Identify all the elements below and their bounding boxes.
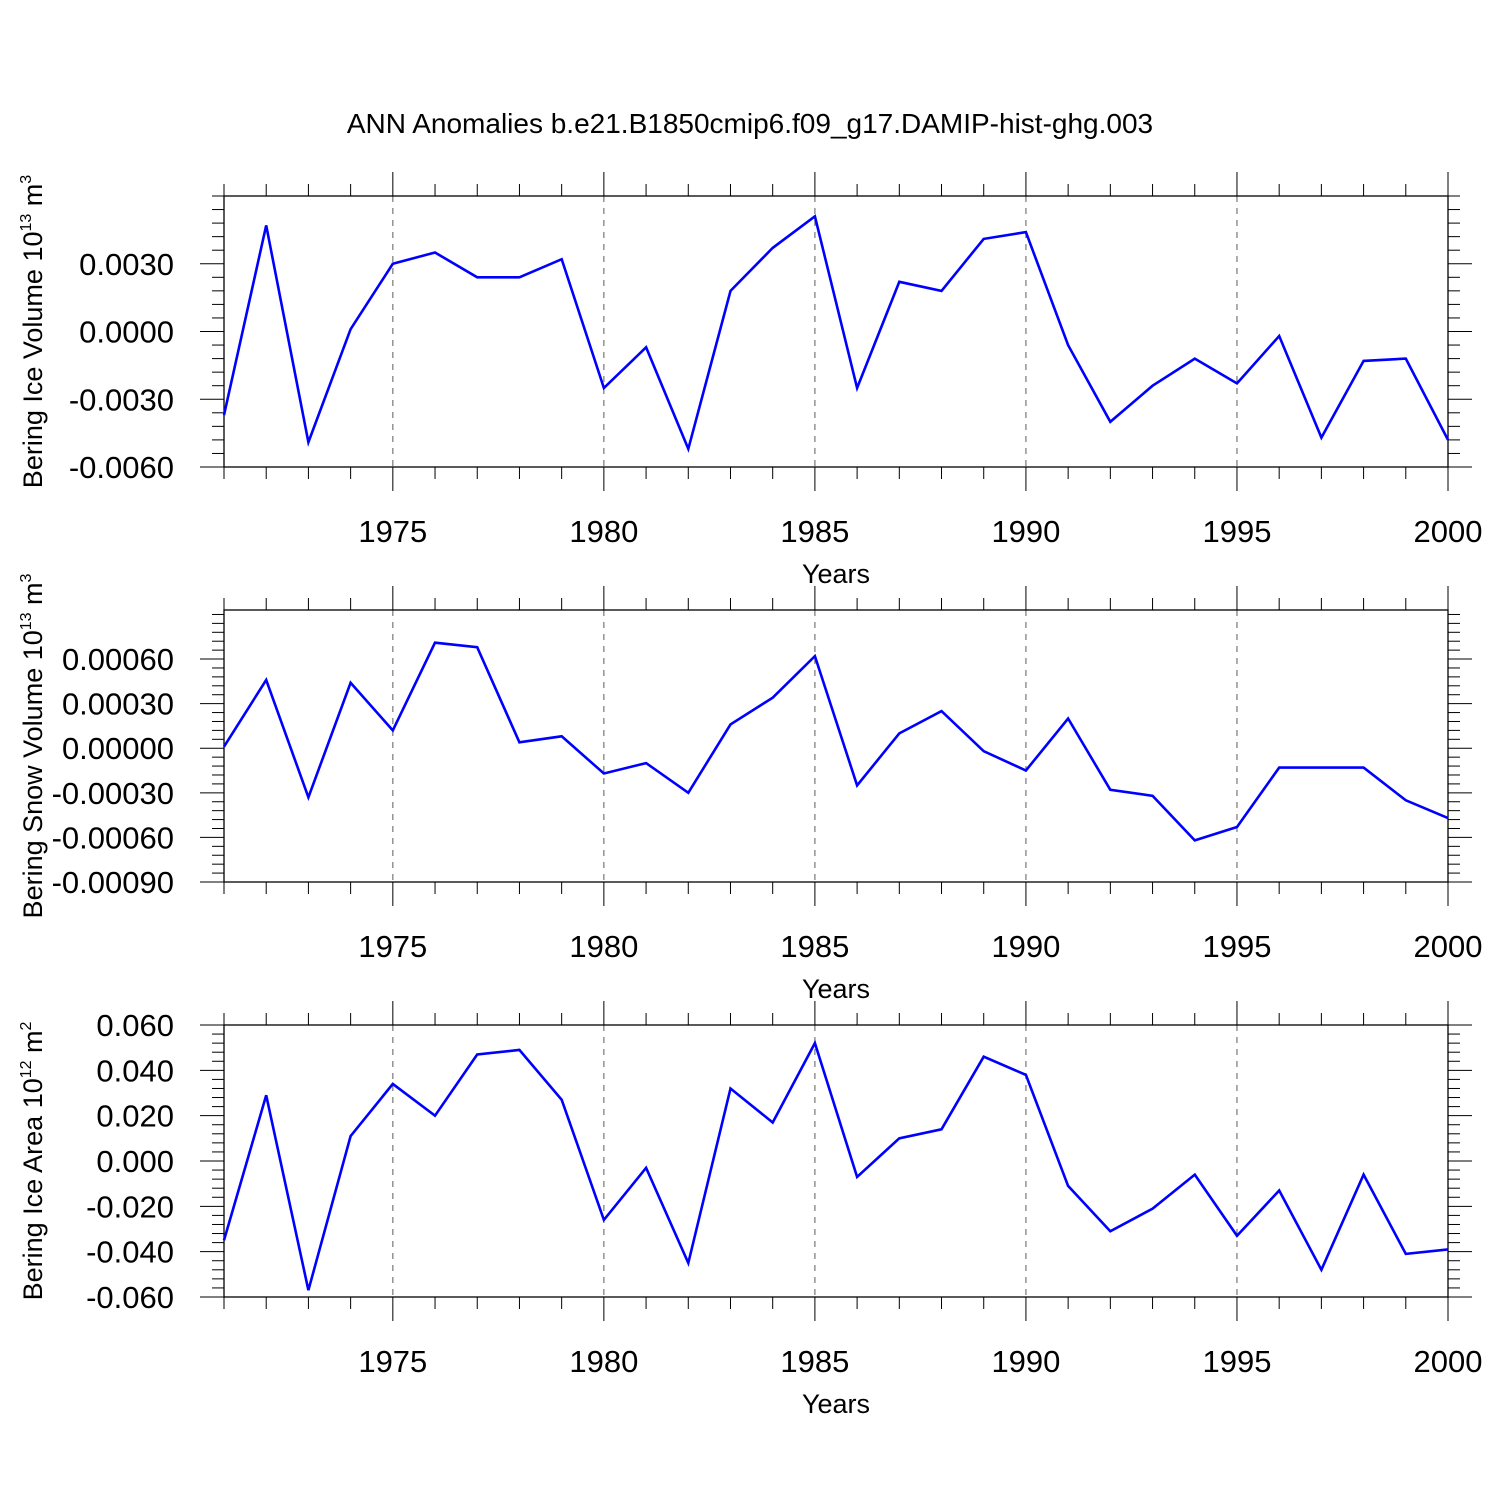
series-line bbox=[222, 214, 1450, 453]
panel-2: 0.00060 0.00030 0.00000 -0.00030 -0.00060 -0.… bbox=[18, 573, 1482, 1004]
y-axis-label: Bering Snow Volume 1013 m3 bbox=[18, 573, 48, 918]
x-tick-label: 1990 bbox=[991, 1344, 1060, 1379]
y-tick-label: 0.00030 bbox=[62, 687, 174, 722]
x-tick-label: 1975 bbox=[358, 929, 427, 964]
plot-frame bbox=[223, 195, 1449, 468]
x-tick-label: 1990 bbox=[991, 929, 1060, 964]
x-tick-label: 1980 bbox=[569, 514, 638, 549]
x-tick-label: 1990 bbox=[991, 514, 1060, 549]
y-tick-label: 0.020 bbox=[96, 1099, 174, 1134]
y-tick-label: 0.00000 bbox=[62, 731, 174, 766]
x-tick-label: 1980 bbox=[569, 929, 638, 964]
x-tick-label: 1985 bbox=[780, 1344, 849, 1379]
chart-title: ANN Anomalies b.e21.B1850cmip6.f09_g17.D… bbox=[347, 108, 1153, 139]
x-tick-label: 1975 bbox=[358, 514, 427, 549]
panel-3: 0.060 0.040 0.020 0.000 -0.020 -0.040 -0.060 19… bbox=[18, 1001, 1482, 1419]
y-tick-label: 0.060 bbox=[96, 1008, 174, 1043]
y-tick-label: -0.020 bbox=[86, 1189, 174, 1224]
x-tick-label: 2000 bbox=[1414, 514, 1483, 549]
y-tick-label: 0.0030 bbox=[79, 247, 174, 282]
x-axis-label: Years bbox=[802, 974, 870, 1004]
y-tick-label: -0.00090 bbox=[52, 865, 174, 900]
x-tick-label: 1975 bbox=[358, 1344, 427, 1379]
y-axis-label: Bering Ice Area 1012 m2 bbox=[18, 1021, 48, 1300]
series-line bbox=[222, 1039, 1449, 1291]
x-tick-label: 2000 bbox=[1414, 1344, 1483, 1379]
y-tick-label: 0.0000 bbox=[79, 315, 174, 350]
y-tick-label: 0.000 bbox=[96, 1144, 174, 1179]
plot-frame bbox=[223, 609, 1449, 883]
y-tick-label: -0.0060 bbox=[69, 450, 174, 485]
x-axis-label: Years bbox=[802, 1389, 870, 1419]
y-tick-label: 0.00060 bbox=[62, 642, 174, 677]
y-tick-label: -0.00060 bbox=[52, 820, 174, 855]
y-tick-label: -0.00030 bbox=[52, 776, 174, 811]
plot-frame bbox=[223, 1024, 1449, 1298]
x-axis-label: Years bbox=[802, 559, 870, 589]
x-tick-label: 1980 bbox=[569, 1344, 638, 1379]
x-tick-label: 1985 bbox=[780, 514, 849, 549]
panel-1: 0.0030 0.0000 -0.0030 -0.0060 1975 1980 1985 19… bbox=[18, 172, 1482, 589]
x-tick-label: 1985 bbox=[780, 929, 849, 964]
x-tick-label: 2000 bbox=[1414, 929, 1483, 964]
series-line bbox=[222, 641, 1449, 842]
y-tick-label: -0.0030 bbox=[69, 382, 174, 417]
y-tick-label: -0.040 bbox=[86, 1235, 174, 1270]
x-tick-label: 1995 bbox=[1202, 929, 1271, 964]
x-tick-label: 1995 bbox=[1202, 514, 1271, 549]
y-tick-label: 0.040 bbox=[96, 1053, 174, 1088]
x-tick-label: 1995 bbox=[1202, 1344, 1271, 1379]
y-tick-label: -0.060 bbox=[86, 1280, 174, 1315]
y-axis-label: Bering Ice Volume 1013 m3 bbox=[18, 175, 48, 488]
